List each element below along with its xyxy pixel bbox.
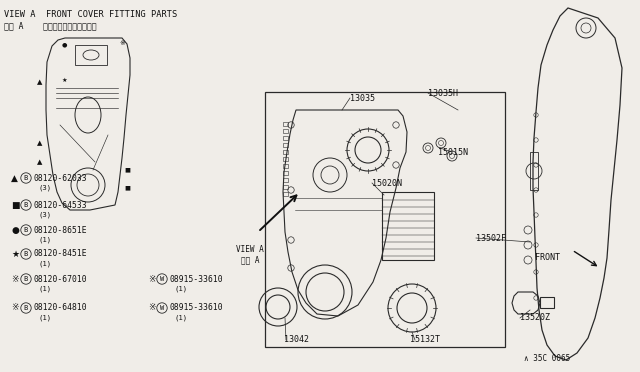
Text: ▲: ▲ bbox=[37, 140, 43, 146]
Text: ★: ★ bbox=[61, 77, 67, 83]
Text: 08915-33610: 08915-33610 bbox=[169, 304, 223, 312]
Bar bbox=[540, 297, 554, 308]
Bar bbox=[382, 192, 434, 260]
Bar bbox=[283, 171, 288, 175]
Bar bbox=[283, 164, 288, 168]
Text: 13502F: 13502F bbox=[476, 234, 506, 243]
Text: B: B bbox=[24, 202, 28, 208]
Bar bbox=[283, 157, 288, 161]
Text: 15132T: 15132T bbox=[410, 336, 440, 344]
Text: 13520Z: 13520Z bbox=[520, 314, 550, 323]
Bar bbox=[283, 129, 288, 133]
Text: ※: ※ bbox=[11, 275, 19, 283]
Text: B: B bbox=[24, 305, 28, 311]
Text: (1): (1) bbox=[38, 315, 51, 321]
Bar bbox=[283, 178, 288, 182]
Text: B: B bbox=[24, 276, 28, 282]
Text: 13035: 13035 bbox=[350, 93, 375, 103]
Text: (3): (3) bbox=[38, 212, 51, 218]
Text: 15015N: 15015N bbox=[438, 148, 468, 157]
Text: ※: ※ bbox=[11, 304, 19, 312]
Text: W: W bbox=[160, 305, 164, 311]
Text: 13042: 13042 bbox=[284, 336, 309, 344]
Text: (1): (1) bbox=[38, 286, 51, 292]
Text: ※: ※ bbox=[148, 275, 156, 283]
Bar bbox=[265, 92, 505, 347]
Text: W: W bbox=[160, 276, 164, 282]
Text: 08120-64533: 08120-64533 bbox=[33, 201, 86, 209]
Text: 矢視 A    フロントカバー取付部品: 矢視 A フロントカバー取付部品 bbox=[4, 21, 97, 30]
Text: ■: ■ bbox=[124, 186, 130, 190]
Text: 08120-67010: 08120-67010 bbox=[33, 275, 86, 283]
Text: VIEW A
矢視 A: VIEW A 矢視 A bbox=[236, 245, 264, 264]
Bar bbox=[283, 136, 288, 140]
Bar bbox=[530, 152, 538, 190]
Text: ●: ● bbox=[11, 225, 19, 234]
Text: (3): (3) bbox=[38, 185, 51, 191]
Bar bbox=[75, 45, 107, 65]
Text: B: B bbox=[24, 175, 28, 181]
Bar bbox=[283, 143, 288, 147]
Bar bbox=[283, 192, 288, 196]
Text: 15020N: 15020N bbox=[372, 179, 402, 187]
Text: 08120-8651E: 08120-8651E bbox=[33, 225, 86, 234]
Text: (1): (1) bbox=[38, 237, 51, 243]
Text: ●: ● bbox=[61, 42, 67, 48]
Text: ▲: ▲ bbox=[37, 79, 43, 85]
Text: (1): (1) bbox=[38, 261, 51, 267]
Text: ∧ 35C 0065: ∧ 35C 0065 bbox=[524, 354, 570, 363]
Text: VIEW A  FRONT COVER FITTING PARTS: VIEW A FRONT COVER FITTING PARTS bbox=[4, 10, 177, 19]
Text: 08915-33610: 08915-33610 bbox=[169, 275, 223, 283]
Text: 08120-8451E: 08120-8451E bbox=[33, 250, 86, 259]
Text: ■: ■ bbox=[11, 201, 19, 209]
Text: ▲: ▲ bbox=[11, 173, 18, 183]
Text: ※: ※ bbox=[148, 304, 156, 312]
Text: ▲: ▲ bbox=[37, 159, 43, 165]
Text: (1): (1) bbox=[174, 315, 187, 321]
Text: ※: ※ bbox=[119, 40, 125, 46]
Text: (1): (1) bbox=[174, 286, 187, 292]
Text: B: B bbox=[24, 251, 28, 257]
Text: B: B bbox=[24, 227, 28, 233]
Text: 08120-64810: 08120-64810 bbox=[33, 304, 86, 312]
Text: ★: ★ bbox=[11, 250, 19, 259]
Text: 08120-62033: 08120-62033 bbox=[33, 173, 86, 183]
Bar bbox=[283, 150, 288, 154]
Bar bbox=[283, 122, 288, 126]
Text: FRONT: FRONT bbox=[536, 253, 561, 263]
Text: ■: ■ bbox=[124, 167, 130, 173]
Text: 13035H: 13035H bbox=[428, 89, 458, 97]
Bar bbox=[283, 185, 288, 189]
